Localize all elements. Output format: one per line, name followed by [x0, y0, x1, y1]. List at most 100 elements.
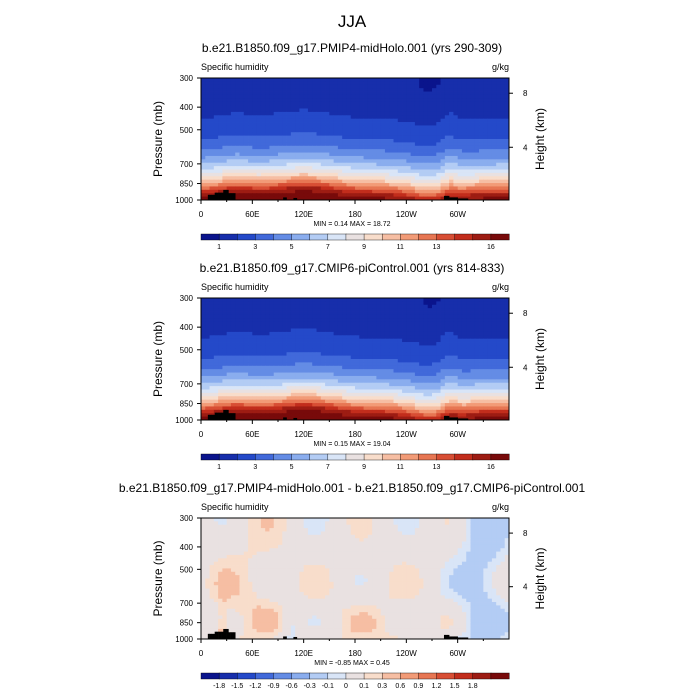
field-cell: [444, 355, 450, 360]
field-cell: [329, 348, 335, 353]
field-cell: [235, 348, 240, 353]
field-cell: [504, 149, 510, 153]
field-cell: [201, 84, 206, 89]
field-cell: [466, 338, 471, 343]
field-cell: [410, 362, 416, 367]
field-cell: [406, 365, 412, 370]
field-cell: [363, 345, 369, 350]
field-cell: [397, 145, 403, 150]
field-cell: [436, 196, 441, 201]
field-cell: [218, 379, 223, 384]
field-cell: [320, 142, 326, 147]
field-cell: [269, 145, 275, 150]
field-cell: [342, 186, 347, 191]
field-cell: [389, 389, 394, 394]
field-cell: [410, 193, 416, 198]
panel-1: b.e21.B1850.f09_g17.PMIP4-midHolo.001 (y…: [151, 41, 547, 251]
field-cell: [500, 152, 506, 157]
field-cell: [260, 142, 266, 147]
field-cell: [273, 389, 279, 394]
field-cell: [286, 94, 292, 99]
field-cell: [235, 298, 240, 302]
field-cell: [359, 135, 364, 140]
field-cell: [402, 345, 407, 350]
field-cell: [367, 139, 373, 143]
field-cell: [419, 345, 424, 350]
field-cell: [307, 348, 313, 353]
field-cell: [504, 382, 510, 387]
field-cell: [449, 308, 454, 312]
field-cell: [260, 179, 266, 184]
field-cell: [487, 352, 493, 357]
field-cell: [359, 115, 364, 120]
field-cell: [427, 379, 433, 384]
field-cell: [376, 139, 382, 143]
field-cell: [342, 369, 347, 373]
field-cell: [372, 345, 377, 350]
field-cell: [201, 189, 206, 194]
field-cell: [316, 155, 322, 160]
field-cell: [312, 81, 317, 86]
field-cell: [248, 369, 253, 373]
field-cell: [363, 193, 369, 198]
field-cell: [414, 101, 420, 106]
field-cell: [346, 355, 352, 360]
field-cell: [248, 135, 253, 140]
field-cell: [376, 386, 382, 390]
field-cell: [402, 91, 407, 96]
field-cell: [333, 375, 339, 380]
field-cell: [355, 325, 360, 329]
field-cell: [290, 392, 296, 397]
field-cell: [440, 132, 446, 137]
field-cell: [414, 118, 420, 123]
field-cell: [449, 193, 454, 198]
field-cell: [410, 108, 416, 113]
field-cell: [316, 328, 322, 333]
field-cell: [457, 382, 463, 387]
field-cell: [440, 298, 446, 302]
field-cell: [440, 81, 446, 86]
field-cell: [432, 145, 437, 150]
field-cell: [286, 392, 292, 397]
field-cell: [402, 382, 407, 387]
field-cell: [320, 304, 326, 309]
field-cell: [269, 84, 275, 89]
field-cell: [363, 108, 369, 113]
field-cell: [367, 125, 373, 130]
field-cell: [402, 81, 407, 86]
field-cell: [474, 128, 480, 133]
field-cell: [380, 108, 386, 113]
field-cell: [239, 318, 245, 323]
field-cell: [436, 362, 441, 367]
field-cell: [414, 105, 420, 109]
field-cell: [355, 142, 360, 147]
field-cell: [444, 396, 450, 401]
field-cell: [453, 386, 459, 390]
field-cell: [363, 145, 369, 150]
field-cell: [235, 186, 240, 191]
field-cell: [466, 152, 471, 157]
field-cell: [222, 403, 228, 407]
field-cell: [350, 172, 356, 177]
field-cell: [316, 152, 322, 157]
field-cell: [295, 382, 300, 387]
field-cell: [432, 166, 437, 170]
field-cell: [213, 91, 219, 96]
field-cell: [474, 162, 480, 167]
field-cell: [226, 142, 232, 147]
field-cell: [355, 342, 360, 346]
field-cell: [423, 352, 429, 357]
field-cell: [235, 399, 240, 404]
field-cell: [350, 389, 356, 394]
field-cell: [307, 359, 313, 363]
field-cell: [457, 331, 463, 336]
field-cell: [278, 308, 283, 312]
field-cell: [325, 81, 330, 86]
field-cell: [461, 162, 467, 167]
field-cell: [449, 142, 454, 147]
field-cell: [483, 118, 489, 123]
field-cell: [350, 338, 356, 343]
field-cell: [312, 135, 317, 140]
field-cell: [337, 348, 343, 353]
field-cell: [295, 369, 300, 373]
